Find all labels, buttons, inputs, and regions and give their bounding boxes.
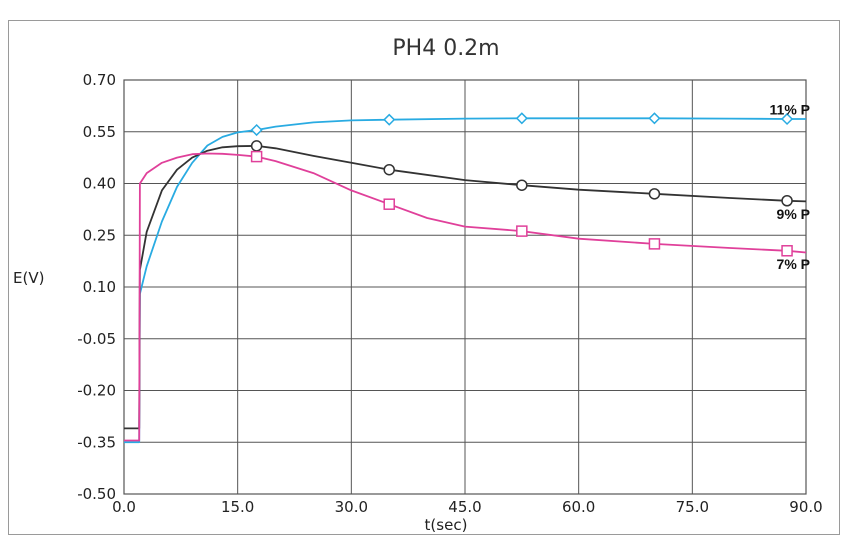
series-label: 9% P (777, 206, 810, 222)
x-tick-label: 90.0 (789, 498, 822, 516)
data-point-marker (515, 112, 528, 125)
y-tick-label: 0.55 (83, 123, 116, 141)
series-label: 7% P (777, 256, 810, 272)
series-line (124, 152, 807, 442)
x-tick-label: 15.0 (221, 498, 254, 516)
y-tick-label: -0.35 (77, 433, 116, 451)
series-label: 11% P (770, 102, 810, 118)
x-axis-label: t(sec) (425, 516, 468, 534)
y-axis-label: E(V) (13, 269, 44, 287)
y-tick-label: 0.70 (83, 71, 116, 89)
y-tick-label: -0.20 (77, 382, 116, 400)
data-point-marker (648, 188, 661, 200)
y-tick-label: 0.40 (83, 175, 116, 193)
data-point-marker (516, 225, 528, 237)
x-tick-label: 0.0 (112, 498, 136, 516)
data-point-marker (516, 179, 528, 191)
y-tick-label: -0.05 (77, 330, 116, 348)
line-chart: PH4 0.2m 0.70 0.55 0.40 0.25 0.10 -0.05 -0.20 -… (13, 36, 823, 534)
x-tick-label: 45.0 (448, 498, 481, 516)
data-point-marker (250, 150, 263, 163)
data-point-marker (781, 245, 793, 257)
chart-frame: PH4 0.2m 0.70 0.55 0.40 0.25 0.10 -0.05 -0.20 -… (8, 20, 840, 535)
y-axis-ticks: 0.70 0.55 0.40 0.25 0.10 -0.05 -0.20 -0.35 -0.50 (77, 71, 116, 503)
grid-lines (124, 80, 806, 494)
x-tick-label: 75.0 (676, 498, 709, 516)
y-tick-label: -0.50 (77, 485, 116, 503)
data-point-marker (781, 195, 793, 207)
series-line (124, 145, 807, 430)
data-point-marker (250, 123, 263, 137)
series-group (124, 112, 807, 444)
data-point-marker (648, 238, 661, 250)
data-point-marker (383, 163, 395, 176)
series-labels: 11% P 9% P 7% P (770, 102, 810, 272)
data-point-marker (648, 112, 661, 125)
y-tick-label: 0.10 (83, 278, 116, 296)
series-line (124, 117, 806, 444)
x-tick-label: 60.0 (562, 498, 595, 516)
x-axis-ticks: 0.0 15.0 30.0 45.0 60.0 75.0 90.0 (112, 498, 823, 516)
data-point-marker (383, 113, 396, 126)
data-point-marker (250, 140, 263, 152)
y-tick-label: 0.25 (83, 226, 116, 244)
x-tick-label: 30.0 (335, 498, 368, 516)
data-point-marker (780, 112, 794, 126)
chart-title: PH4 0.2m (392, 36, 499, 61)
data-point-marker (383, 198, 395, 210)
